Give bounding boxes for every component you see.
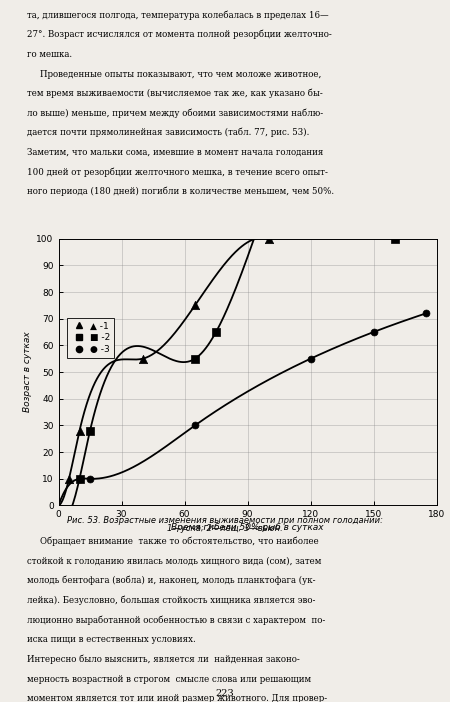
- Point: [265, 233, 272, 244]
- Text: Интересно было выяснить, является ли  найденная законо-: Интересно было выяснить, является ли най…: [27, 654, 300, 664]
- Text: 27°. Возраст исчислялся от момента полной резорбции желточно-: 27°. Возраст исчислялся от момента полно…: [27, 29, 332, 39]
- Point: [76, 425, 83, 437]
- Text: Заметим, что мальки сома, имевшие в момент начала голодания: Заметим, что мальки сома, имевшие в моме…: [27, 148, 324, 157]
- Y-axis label: Возраст в сутках: Возраст в сутках: [23, 331, 32, 413]
- Point: [86, 425, 94, 437]
- Text: мерность возрастной в строгом  смысле слова или решающим: мерность возрастной в строгом смысле сло…: [27, 675, 311, 684]
- Point: [391, 233, 398, 244]
- Text: иска пищи в естественных условиях.: иска пищи в естественных условиях.: [27, 635, 196, 644]
- Text: моментом является тот или иной размер животного. Для провер-: моментом является тот или иной размер жи…: [27, 694, 327, 702]
- Point: [76, 473, 83, 484]
- Text: 100 дней от резорбции желточного мешка, в течение всего опыт-: 100 дней от резорбции желточного мешка, …: [27, 167, 328, 177]
- Point: [307, 353, 314, 364]
- Legend: ▲ -1, ■ -2, ● -3: ▲ -1, ■ -2, ● -3: [67, 318, 114, 357]
- Point: [191, 300, 198, 311]
- Point: [65, 473, 72, 484]
- Text: Рис. 53. Возрастные изменения выживаемости при полном голодании:: Рис. 53. Возрастные изменения выживаемос…: [67, 516, 383, 525]
- Text: люционно выработанной особенностью в связи с характером  по-: люционно выработанной особенностью в свя…: [27, 615, 325, 625]
- Text: молодь бентофага (вобла) и, наконец, молодь планктофага (ук-: молодь бентофага (вобла) и, наконец, мол…: [27, 576, 315, 585]
- Text: Обращает внимание  также то обстоятельство, что наиболее: Обращает внимание также то обстоятельств…: [40, 536, 319, 546]
- Point: [139, 353, 146, 364]
- Text: ло выше) меньше, причем между обоими зависимостями наблю-: ло выше) меньше, причем между обоими зав…: [27, 108, 323, 118]
- Text: ного периода (180 дней) погибли в количестве меньшем, чем 50%.: ного периода (180 дней) погибли в количе…: [27, 187, 334, 197]
- Point: [191, 420, 198, 431]
- Text: го мешка.: го мешка.: [27, 50, 72, 59]
- Text: лейка). Безусловно, большая стойкость хищника является эво-: лейка). Безусловно, большая стойкость хи…: [27, 595, 315, 605]
- Text: стойкой к голоданию явилась молодь хищного вида (сом), затем: стойкой к голоданию явилась молодь хищно…: [27, 557, 321, 566]
- Text: 223: 223: [216, 689, 234, 698]
- Point: [76, 473, 83, 484]
- Point: [212, 326, 220, 338]
- Text: дается почти прямолинейная зависимость (табл. 77, рис. 53).: дается почти прямолинейная зависимость (…: [27, 128, 310, 138]
- Point: [423, 307, 430, 319]
- Text: Проведенные опыты показывают, что чем моложе животное,: Проведенные опыты показывают, что чем мо…: [40, 69, 322, 79]
- Point: [191, 353, 198, 364]
- Text: та, длившегося полгода, температура колебалась в пределах 16—: та, длившегося полгода, температура коле…: [27, 10, 328, 20]
- Point: [370, 326, 377, 338]
- Text: 1—усна; 2—лещ; 3—вьюн.: 1—усна; 2—лещ; 3—вьюн.: [167, 524, 283, 534]
- Text: тем время выживаемости (вычисляемое так же, как указано бы-: тем время выживаемости (вычисляемое так …: [27, 88, 323, 98]
- Point: [86, 473, 94, 484]
- X-axis label: Время гибели 50% рыб в сутках: Время гибели 50% рыб в сутках: [171, 524, 324, 533]
